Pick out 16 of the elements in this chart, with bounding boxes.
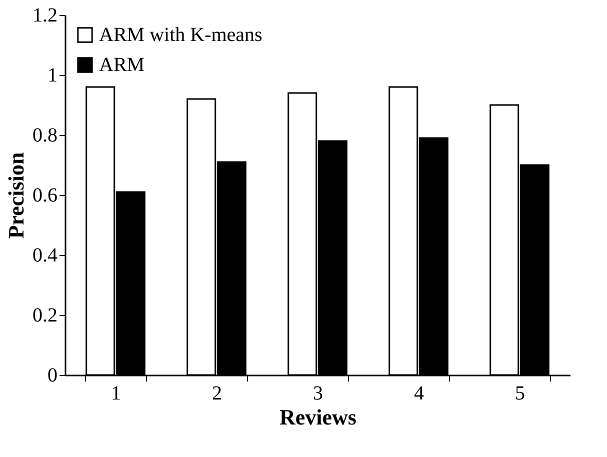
x-tick-label: 5: [515, 382, 525, 404]
legend-label: ARM with K-means: [99, 24, 263, 46]
y-axis-title: Precision: [4, 152, 28, 239]
x-axis-title: Reviews: [280, 404, 357, 430]
y-tick-label: 0.6: [32, 184, 58, 206]
x-tick-label: 1: [111, 382, 121, 404]
y-tick-label: 1.2: [32, 4, 58, 26]
x-tick-label: 2: [212, 382, 222, 404]
x-tick-label: 3: [313, 382, 323, 404]
y-tick-label: 0.4: [32, 244, 58, 266]
y-tick-label: 0.2: [32, 304, 58, 326]
y-tick-label: 0: [48, 364, 58, 386]
y-tick-label: 1: [48, 64, 58, 86]
legend-label: ARM: [99, 54, 145, 76]
x-tick-label: 4: [414, 382, 424, 404]
y-tick-label: 0.8: [32, 124, 58, 146]
